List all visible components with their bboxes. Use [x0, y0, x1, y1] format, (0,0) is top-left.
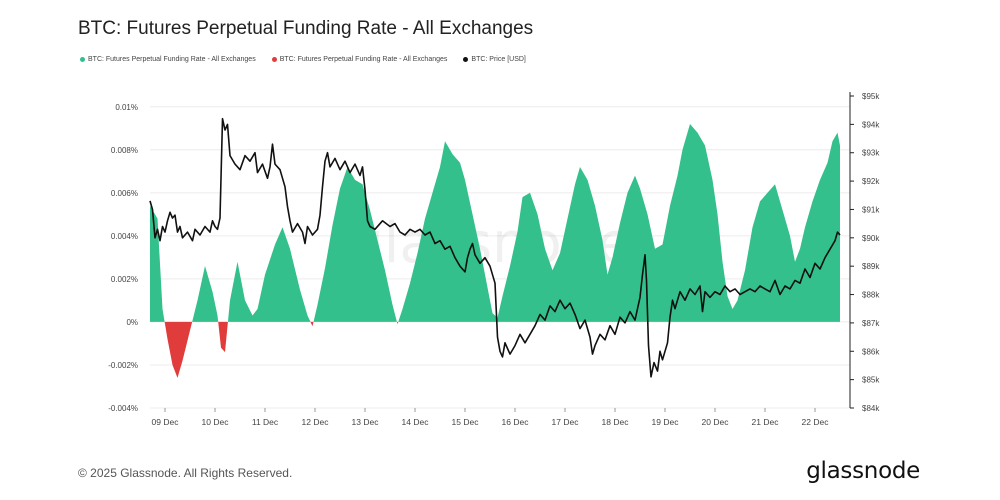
funding-rate-positive-area	[150, 124, 840, 322]
legend-label: BTC: Futures Perpetual Funding Rate - Al…	[88, 56, 256, 63]
y-left-tick-label: 0.01%	[115, 103, 138, 112]
y-left-tick-label: 0%	[126, 318, 138, 327]
y-left-tick-label: -0.002%	[108, 361, 138, 370]
chart-title: BTC: Futures Perpetual Funding Rate - Al…	[78, 18, 534, 39]
x-tick-label: 10 Dec	[202, 417, 230, 427]
funding-rate-area	[150, 124, 840, 378]
legend-dot-black	[463, 57, 469, 62]
x-tick-label: 18 Dec	[602, 417, 630, 427]
legend-item-price[interactable]: BTC: Price [USD]	[463, 56, 526, 63]
x-tick-label: 21 Dec	[752, 417, 780, 427]
legend-label: BTC: Price [USD]	[471, 56, 526, 63]
x-tick-label: 16 Dec	[502, 417, 530, 427]
legend-item-funding-negative[interactable]: BTC: Futures Perpetual Funding Rate - Al…	[271, 56, 448, 63]
legend-dot-green	[80, 57, 85, 62]
x-tick-label: 17 Dec	[552, 417, 580, 427]
x-tick-label: 13 Dec	[352, 417, 380, 427]
y-right-tick-label: $93k	[862, 149, 880, 158]
y-right-tick-label: $85k	[862, 376, 880, 385]
y-right-tick-label: $91k	[862, 205, 880, 214]
y-left-tick-label: -0.004%	[108, 404, 138, 413]
y-right-tick-label: $88k	[862, 291, 880, 300]
chart-legend: BTC: Futures Perpetual Funding Rate - Al…	[80, 56, 526, 63]
price-line-layer	[149, 117, 841, 378]
y-left-tick-label: 0.004%	[111, 232, 138, 241]
y-right-tick-label: $94k	[862, 120, 880, 129]
y-right-tick-label: $86k	[862, 347, 880, 356]
y-left-tick-label: 0.008%	[111, 146, 138, 155]
funding-rate-negative-area	[164, 321, 399, 378]
y-right-tick-label: $92k	[862, 177, 880, 186]
x-tick-label: 12 Dec	[302, 417, 330, 427]
y-left-tick-label: 0.006%	[111, 189, 138, 198]
x-tick-label: 22 Dec	[802, 417, 830, 427]
legend-dot-red	[271, 57, 277, 62]
x-tick-label: 09 Dec	[152, 417, 180, 427]
y-right-tick-label: $89k	[862, 262, 880, 271]
legend-label: BTC: Futures Perpetual Funding Rate - Al…	[279, 56, 448, 63]
legend-item-funding-positive[interactable]: BTC: Futures Perpetual Funding Rate - Al…	[80, 56, 256, 63]
x-tick-label: 20 Dec	[702, 417, 730, 427]
y-right-tick-label: $87k	[862, 319, 880, 328]
x-tick-label: 11 Dec	[252, 417, 279, 427]
y-right-tick-label: $90k	[862, 234, 880, 243]
x-tick-label: 14 Dec	[402, 417, 430, 427]
x-tick-label: 19 Dec	[652, 417, 680, 427]
y-right-tick-label: $84k	[862, 404, 880, 413]
y-right-tick-label: $95k	[862, 92, 880, 101]
chart-axes: -0.004% -0.002% 0% 0.002% 0.004% 0.006% 0.008%…	[108, 92, 880, 427]
x-tick-label: 15 Dec	[452, 417, 480, 427]
y-left-tick-label: 0.002%	[111, 275, 138, 284]
copyright-text: © 2025 Glassnode. All Rights Reserved.	[78, 466, 293, 480]
brand-logo: glassnode	[806, 458, 920, 484]
price-line	[149, 117, 841, 378]
